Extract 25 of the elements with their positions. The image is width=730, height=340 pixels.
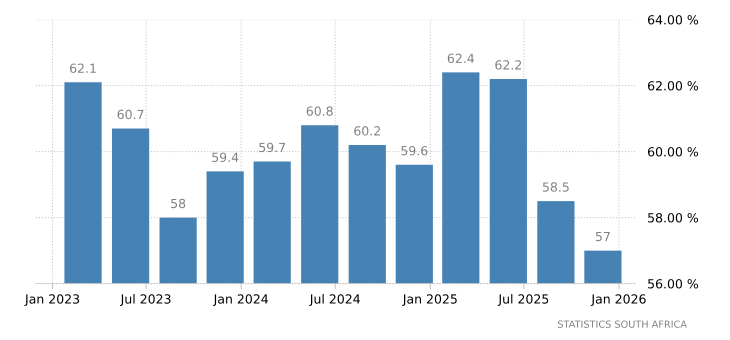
x-tick-label: Jul 2023: [120, 294, 171, 306]
data-label: 59.4: [212, 152, 238, 162]
data-label: 60.2: [354, 126, 380, 136]
data-label: 62.4: [448, 54, 474, 64]
x-tick-label: Jan 2026: [590, 294, 646, 306]
y-tick-label: 64.00 %: [648, 15, 698, 25]
data-label: 60.7: [118, 110, 144, 120]
data-label: 59.7: [259, 142, 286, 152]
data-label: 58: [171, 198, 186, 208]
data-label: 62.1: [70, 63, 96, 73]
y-tick-label: 56.00 %: [648, 279, 698, 289]
y-tick-label: 60.00 %: [648, 147, 698, 157]
data-label: 58.5: [542, 182, 569, 192]
data-label: 59.6: [401, 146, 428, 156]
data-label: 57: [596, 232, 610, 242]
x-tick-label: Jul 2025: [498, 294, 548, 306]
y-tick-label: 62.00 %: [648, 81, 698, 91]
x-tick-label: Jan 2025: [402, 294, 457, 306]
data-label: 62.2: [495, 60, 522, 70]
data-label: 60.8: [306, 106, 333, 116]
x-tick-label: Jan 2023: [24, 294, 80, 306]
y-tick-label: 58.00 %: [648, 213, 698, 223]
text: STATISTICS SOUTH AFRICA: [558, 320, 687, 328]
x-tick-label: Jan 2024: [212, 294, 268, 306]
x-tick-label: Jul 2024: [309, 294, 360, 306]
